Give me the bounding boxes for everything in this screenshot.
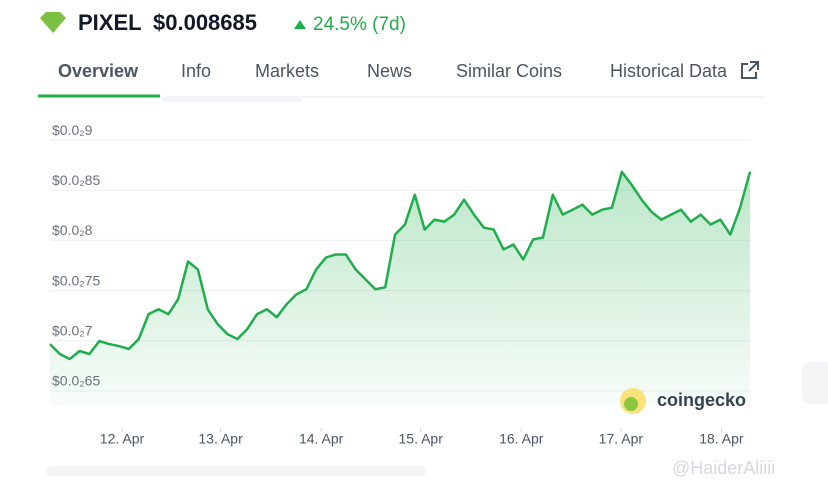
watermark-handle: @HaiderAliiii <box>672 458 775 478</box>
tab[interactable]: News <box>367 61 412 81</box>
coin-icon <box>40 12 66 33</box>
bottom-bar <box>46 466 426 476</box>
external-link-icon <box>741 61 759 79</box>
price: $0.008685 <box>153 10 257 35</box>
up-caret <box>294 20 306 29</box>
tab[interactable]: Markets <box>255 61 319 81</box>
tab[interactable]: Historical Data <box>610 61 728 81</box>
y-tick-label: $0.0₂8 <box>52 222 93 238</box>
y-tick-label: $0.0₂9 <box>52 122 93 138</box>
x-tick-label: 12. Apr <box>100 431 145 447</box>
tabs: Overview Info Markets News Similar Coins Hist… <box>58 61 728 81</box>
tab[interactable]: Overview <box>58 61 139 81</box>
side-button[interactable] <box>802 362 828 404</box>
x-tick-label: 14. Apr <box>299 431 344 447</box>
x-tick-label: 18. Apr <box>699 431 744 447</box>
y-tick-label: $0.0₂7 <box>52 322 93 338</box>
area <box>50 171 750 406</box>
watermark-brand: coingecko <box>657 390 746 410</box>
coingecko-logo-inner <box>624 397 638 411</box>
x-tick-label: 17. Apr <box>599 431 644 447</box>
plot: $0.0₂65$0.0₂7$0.0₂75$0.0₂8$0.0₂85$0.0₂91… <box>49 122 752 447</box>
x-tick-label: 13. Apr <box>198 431 243 447</box>
x-tick-label: 15. Apr <box>399 431 444 447</box>
price-line <box>49 170 752 361</box>
coin-name: PIXEL <box>78 10 142 35</box>
tab[interactable]: Similar Coins <box>456 61 562 81</box>
scroll-hint <box>162 96 302 102</box>
x-tick-label: 16. Apr <box>499 431 544 447</box>
y-tick-label: $0.0₂85 <box>52 172 100 188</box>
price-change: 24.5% (7d) <box>313 14 406 35</box>
y-tick-label: $0.0₂75 <box>52 272 100 288</box>
tab[interactable]: Info <box>181 61 211 81</box>
